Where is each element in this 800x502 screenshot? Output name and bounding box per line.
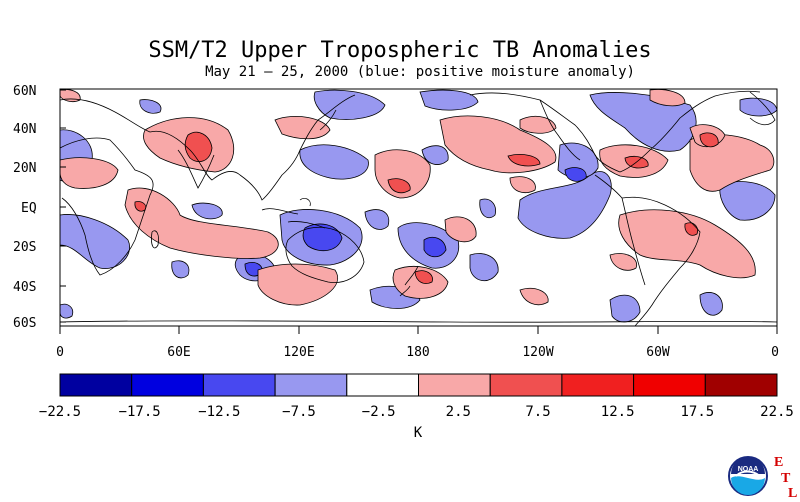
lat-label-60s: 60S xyxy=(13,316,36,331)
colorbar-tick-label: −2.5 xyxy=(362,404,396,420)
colorbar-tick-label: −12.5 xyxy=(198,404,240,420)
colorbar-tick-label: −22.5 xyxy=(39,404,81,420)
colorbar-tick-label: 22.5 xyxy=(760,404,794,420)
lat-label-eq: EQ xyxy=(21,201,37,216)
red-anomaly-regions xyxy=(60,89,775,306)
blue-anomaly-cores xyxy=(244,167,587,277)
lat-label-40s: 40S xyxy=(13,280,36,295)
colorbar-swatch xyxy=(704,373,778,397)
lon-label-60e: 60E xyxy=(167,345,190,360)
lon-label-120w: 120W xyxy=(522,345,553,360)
colorbar-swatch xyxy=(489,373,563,397)
noaa-emblem: NOAA E T L xyxy=(728,455,797,501)
noaa-etl-logo: NOAA E T L xyxy=(728,452,798,501)
colorbar-tick-label: −7.5 xyxy=(282,404,316,420)
colorbar-swatch xyxy=(202,373,276,397)
noaa-badge-text: NOAA xyxy=(738,466,759,473)
anomaly-fields xyxy=(60,89,777,326)
lat-label-60n: 60N xyxy=(13,84,36,99)
lon-label-0-east: 0 xyxy=(771,345,779,360)
colorbar-swatch xyxy=(346,373,419,397)
longitude-axis: 0 60E 120E 180 120W 60W 0 xyxy=(56,326,779,360)
logo-letter-l: L xyxy=(788,486,797,498)
colorbar-swatch xyxy=(59,373,133,397)
latitude-axis: 60N 40N 20N EQ 20S 40S 60S xyxy=(13,84,66,331)
lat-label-20n: 20N xyxy=(13,161,36,176)
colorbar-swatch xyxy=(561,373,635,397)
lon-label-60w: 60W xyxy=(646,345,670,360)
colorbar-tick-label: −17.5 xyxy=(119,404,161,420)
map-panel xyxy=(59,88,778,327)
logo-letter-t: T xyxy=(781,471,791,486)
logo-letter-e: E xyxy=(774,455,783,470)
colorbar-unit-label: K xyxy=(414,425,423,441)
lat-label-40n: 40N xyxy=(13,122,36,137)
colorbar: −22.5 −17.5 −12.5 −7.5 −2.5 2.5 7.5 12.5 17.5 22.… xyxy=(39,373,794,420)
colorbar-swatch xyxy=(274,373,348,397)
coastlines xyxy=(60,90,777,326)
colorbar-tick-label: 2.5 xyxy=(446,404,471,420)
colorbar-swatch xyxy=(131,373,204,397)
colorbar-swatch xyxy=(418,373,491,397)
lon-label-120e: 120E xyxy=(283,345,314,360)
map-title: SSM/T2 Upper Tropospheric TB Anomalies xyxy=(148,38,652,63)
blue-anomaly-regions xyxy=(60,89,777,323)
colorbar-tick-label: 7.5 xyxy=(525,404,550,420)
lon-label-180: 180 xyxy=(406,345,429,360)
colorbar-tick-label: 17.5 xyxy=(680,404,714,420)
lon-label-0: 0 xyxy=(56,345,64,360)
lat-label-20s: 20S xyxy=(13,240,36,255)
colorbar-swatch xyxy=(633,373,706,397)
colorbar-tick-label: 12.5 xyxy=(601,404,635,420)
map-subtitle: May 21 – 25, 2000 (blue: positive moistu… xyxy=(205,64,635,80)
